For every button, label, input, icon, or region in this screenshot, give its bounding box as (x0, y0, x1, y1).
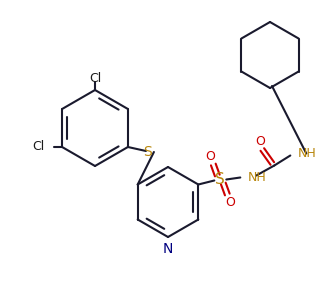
Text: S: S (144, 145, 152, 159)
Text: N: N (163, 242, 173, 256)
Text: NH: NH (297, 147, 316, 160)
Text: O: O (225, 196, 235, 209)
Text: Cl: Cl (89, 71, 101, 84)
Text: O: O (255, 135, 265, 148)
Text: Cl: Cl (32, 141, 44, 154)
Text: O: O (205, 150, 215, 163)
Text: NH: NH (247, 171, 266, 184)
Text: S: S (215, 172, 225, 187)
